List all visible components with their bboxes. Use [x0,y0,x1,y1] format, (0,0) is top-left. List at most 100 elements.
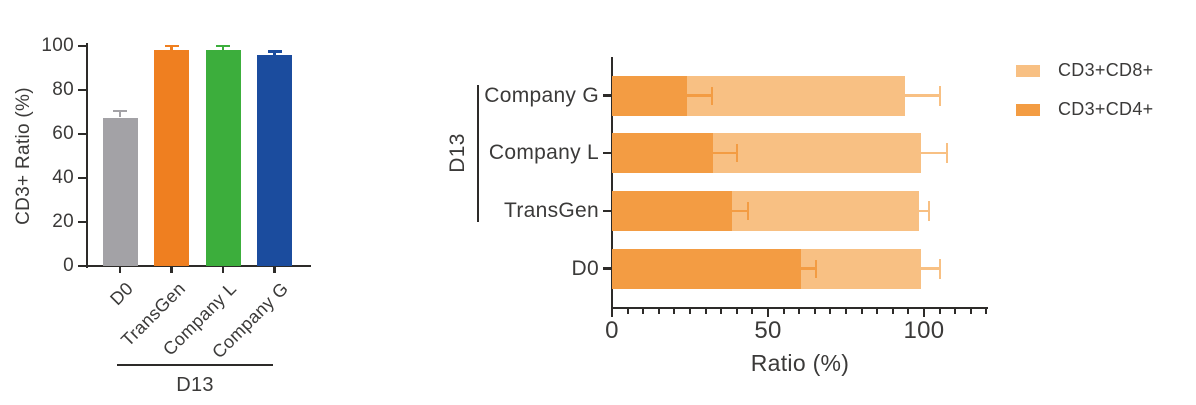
left-x-tick [170,267,173,273]
legend-item-cd3cd4: CD3+CD4+ [1016,99,1153,120]
right-x-minor-tick [891,308,894,315]
right-x-minor-tick [642,308,645,315]
right-y-tick [602,152,611,155]
right-x-minor-tick [689,308,691,315]
right-x-tick-label: 100 [903,317,945,344]
error-cap-d0-total [938,258,941,279]
error-bar-d0-cd3-cd4- [800,267,817,270]
left-y-tick-label: 20 [52,211,74,232]
left-x-tick [273,267,276,273]
right-x-minor-tick [938,308,941,315]
error-bar-transgen [170,46,173,50]
right-x-minor-tick [720,308,723,315]
right-x-minor-tick [813,308,816,315]
bar-company-g-cd3-cd4- [612,75,687,116]
left-x-tick [221,267,225,273]
right-x-major-tick [923,308,926,317]
right-x-minor-tick [657,308,660,315]
left-group-bracket [117,364,273,367]
right-x-minor-tick [782,308,785,315]
right-x-minor-tick [860,308,863,315]
error-bar-company-l [221,46,225,50]
right-x-minor-tick [798,308,801,315]
error-bar-company-l-cd3-cd4- [713,152,737,155]
right-x-minor-tick [626,308,629,315]
right-y-tick [602,209,611,212]
bar-d0-cd3-cd8- [800,248,921,289]
right-x-tick-label: 50 [754,317,782,344]
bar-transgen-cd3-cd4- [612,190,733,231]
right-x-minor-tick [735,308,738,315]
legend-swatch-0 [1016,64,1040,77]
right-group-label: D13 [446,133,469,173]
left-y-tick [78,88,86,92]
error-bar-company-l-total [920,152,948,155]
right-x-minor-tick [704,308,707,315]
bar-transgen [154,49,189,266]
right-x-minor-tick [845,308,847,315]
right-y-tick [602,94,611,97]
error-bar-company-g-cd3-cd4- [686,94,712,97]
error-bar-company-g [273,51,276,56]
error-bar-d0-total [920,267,940,270]
bar-d0 [102,117,138,266]
right-x-minor-tick [876,308,879,315]
right-x-minor-tick [907,308,910,315]
error-cap-transgen-cd3-cd4- [746,201,749,220]
error-bar-transgen-total [919,209,929,212]
right-x-major-tick [611,308,614,317]
left-x-tick [118,267,122,273]
right-x-axis-line [610,306,989,309]
left-y-axis-line [85,43,88,268]
error-cap-company-g-total [938,85,941,106]
right-y-axis-line [610,57,614,309]
right-x-minor-tick [985,308,988,315]
legend-item-cd3cd8: CD3+CD8+ [1016,60,1153,81]
error-cap-transgen [164,44,179,48]
right-x-minor-tick [969,308,972,315]
left-y-tick-label: 0 [63,255,74,276]
right-category-label-d0: D0 [571,256,599,280]
error-cap-company-l-cd3-cd4- [735,144,738,163]
left-y-tick-label: 80 [52,79,74,100]
right-x-axis-title: Ratio (%) [750,350,850,376]
left-group-label: D13 [176,374,214,396]
legend-label-cd3cd8: CD3+CD8+ [1058,60,1154,80]
bar-company-l-cd3-cd4- [612,133,714,174]
right-y-tick [602,267,611,270]
right-category-label-transgen: TransGen [504,198,599,222]
error-cap-company-g [267,50,282,53]
right-x-major-tick [767,308,770,317]
error-bar-d0 [118,110,122,118]
left-y-tick-label: 40 [52,167,74,188]
legend-label-cd3cd4: CD3+CD4+ [1058,99,1154,119]
error-cap-company-g-cd3-cd4- [710,86,713,105]
left-y-tick [78,44,86,48]
left-x-axis-line [85,265,311,268]
right-x-minor-tick [673,308,676,315]
left-y-tick [78,132,86,136]
bar-d0-cd3-cd4- [612,248,801,289]
left-y-tick-label: 60 [52,123,74,144]
bar-company-l [205,49,241,266]
legend-swatch-1 [1016,103,1040,116]
right-x-minor-tick [751,308,754,315]
error-cap-d0-cd3-cd4- [815,259,818,278]
bar-company-l-cd3-cd8- [713,133,921,174]
left-y-tick [78,176,86,180]
bar-company-g [257,55,292,266]
error-cap-company-l-total [946,143,949,164]
left-y-tick-label: 100 [41,35,74,56]
right-x-tick-label: 0 [605,317,619,344]
right-x-minor-tick [829,308,832,315]
error-bar-company-g-total [905,94,940,97]
left-y-tick [78,220,86,224]
right-x-minor-tick [954,308,957,315]
left-y-tick [78,264,86,268]
error-cap-d0 [113,109,127,112]
